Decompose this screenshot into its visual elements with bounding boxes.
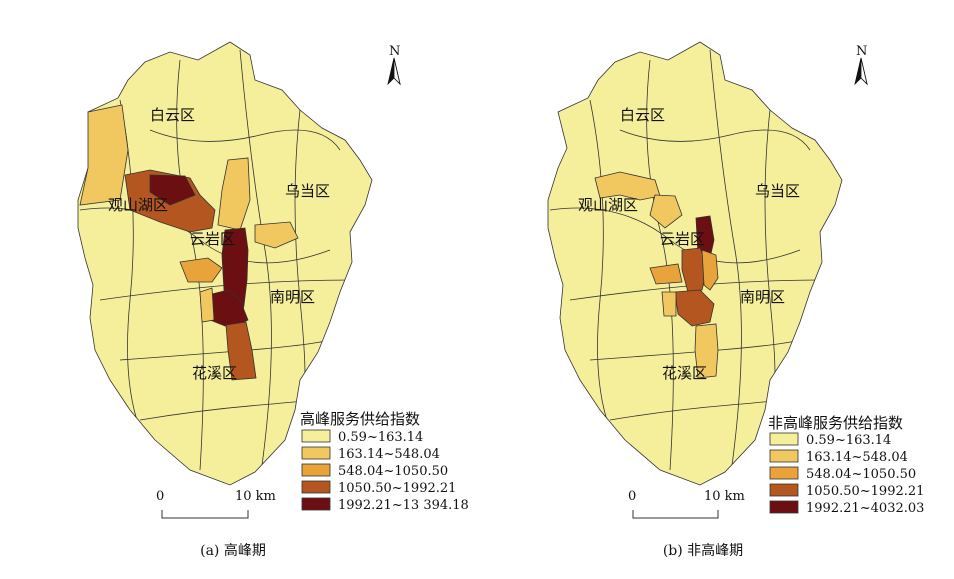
legend-swatch-a-1 bbox=[301, 429, 331, 443]
label-baiyun-b: 白云区 bbox=[620, 106, 665, 124]
zone-b-5 bbox=[701, 249, 719, 291]
legend-swatch-b-3 bbox=[769, 466, 799, 480]
zone-b-6 bbox=[649, 263, 683, 285]
zone-a-9 bbox=[199, 287, 215, 323]
svg-text:N: N bbox=[856, 44, 867, 59]
label-baiyun-a: 白云区 bbox=[150, 106, 195, 124]
legend-label-b-4: 1050.50~1992.21 bbox=[806, 484, 924, 499]
svg-text:10 km: 10 km bbox=[235, 489, 276, 504]
label-guanshanhu-a: 观山湖区 bbox=[108, 196, 168, 214]
legend-label-a-2: 163.14~548.04 bbox=[338, 447, 440, 462]
zone-a-8 bbox=[179, 257, 223, 283]
legend-label-a-3: 548.04~1050.50 bbox=[338, 464, 448, 479]
legend-swatch-b-1 bbox=[769, 432, 799, 446]
panel-b-map: 白云区 观山湖区 乌当区 云岩区 南明区 花溪区 N 非高峰服务供给指数 0.5… bbox=[547, 41, 924, 559]
label-huaxi-a: 花溪区 bbox=[192, 364, 237, 382]
label-huaxi-b: 花溪区 bbox=[662, 364, 707, 382]
label-wudang-b: 乌当区 bbox=[755, 182, 800, 200]
zone-b-7 bbox=[674, 289, 715, 327]
legend-swatch-a-3 bbox=[301, 463, 331, 477]
panel-a-map: 白云区 观山湖区 乌当区 云岩区 南明区 花溪区 N 高峰服务供给指数 0.59… bbox=[77, 41, 469, 559]
caption-a: (a) 高峰期 bbox=[200, 542, 266, 559]
label-nanming-a: 南明区 bbox=[270, 288, 315, 306]
legend-swatch-b-4 bbox=[769, 483, 799, 497]
legend-a: 高峰服务供给指数 0.59~163.14 163.14~548.04 548.04~… bbox=[300, 410, 469, 513]
legend-label-b-1: 0.59~163.14 bbox=[806, 433, 891, 448]
legend-label-b-3: 548.04~1050.50 bbox=[806, 467, 916, 482]
legend-label-a-5: 1992.21~13 394.18 bbox=[338, 498, 469, 513]
scale-bar-a: 0 10 km bbox=[156, 489, 276, 519]
svg-text:N: N bbox=[389, 44, 400, 59]
legend-b: 非高峰服务供给指数 0.59~163.14 163.14~548.04 548.04… bbox=[768, 414, 924, 516]
zone-b-8 bbox=[661, 291, 677, 317]
scale-bar-b: 0 10 km bbox=[628, 489, 745, 519]
label-yunyan-b: 云岩区 bbox=[660, 230, 705, 248]
zone-a-1 bbox=[79, 104, 129, 206]
legend-title-b: 非高峰服务供给指数 bbox=[768, 414, 903, 432]
label-guanshanhu-b: 观山湖区 bbox=[578, 196, 638, 214]
zone-a-5 bbox=[254, 221, 299, 249]
legend-label-b-5: 1992.21~4032.03 bbox=[806, 501, 924, 516]
zone-a-3 bbox=[149, 174, 196, 206]
legend-label-a-1: 0.59~163.14 bbox=[338, 430, 423, 445]
north-arrow-icon-a: N bbox=[387, 44, 401, 86]
zone-b-1 bbox=[594, 171, 661, 201]
zone-b-2 bbox=[649, 194, 683, 229]
legend-swatch-b-2 bbox=[769, 449, 799, 463]
legend-swatch-a-4 bbox=[301, 480, 331, 494]
zone-b-4 bbox=[681, 247, 709, 293]
zone-a-10 bbox=[225, 321, 257, 381]
zone-b-9 bbox=[694, 323, 719, 379]
svg-text:10 km: 10 km bbox=[704, 489, 745, 504]
legend-label-b-2: 163.14~548.04 bbox=[806, 450, 908, 465]
svg-text:0: 0 bbox=[156, 489, 164, 504]
north-arrow-icon-b: N bbox=[854, 44, 868, 86]
svg-text:0: 0 bbox=[628, 489, 636, 504]
legend-swatch-a-5 bbox=[301, 497, 331, 511]
label-nanming-b: 南明区 bbox=[740, 288, 785, 306]
label-yunyan-a: 云岩区 bbox=[190, 230, 235, 248]
legend-label-a-4: 1050.50~1992.21 bbox=[338, 481, 456, 496]
legend-swatch-a-2 bbox=[301, 446, 331, 460]
legend-swatch-b-5 bbox=[769, 500, 799, 514]
caption-b: (b) 非高峰期 bbox=[663, 542, 743, 559]
legend-title-a: 高峰服务供给指数 bbox=[300, 410, 420, 428]
label-wudang-a: 乌当区 bbox=[285, 182, 330, 200]
